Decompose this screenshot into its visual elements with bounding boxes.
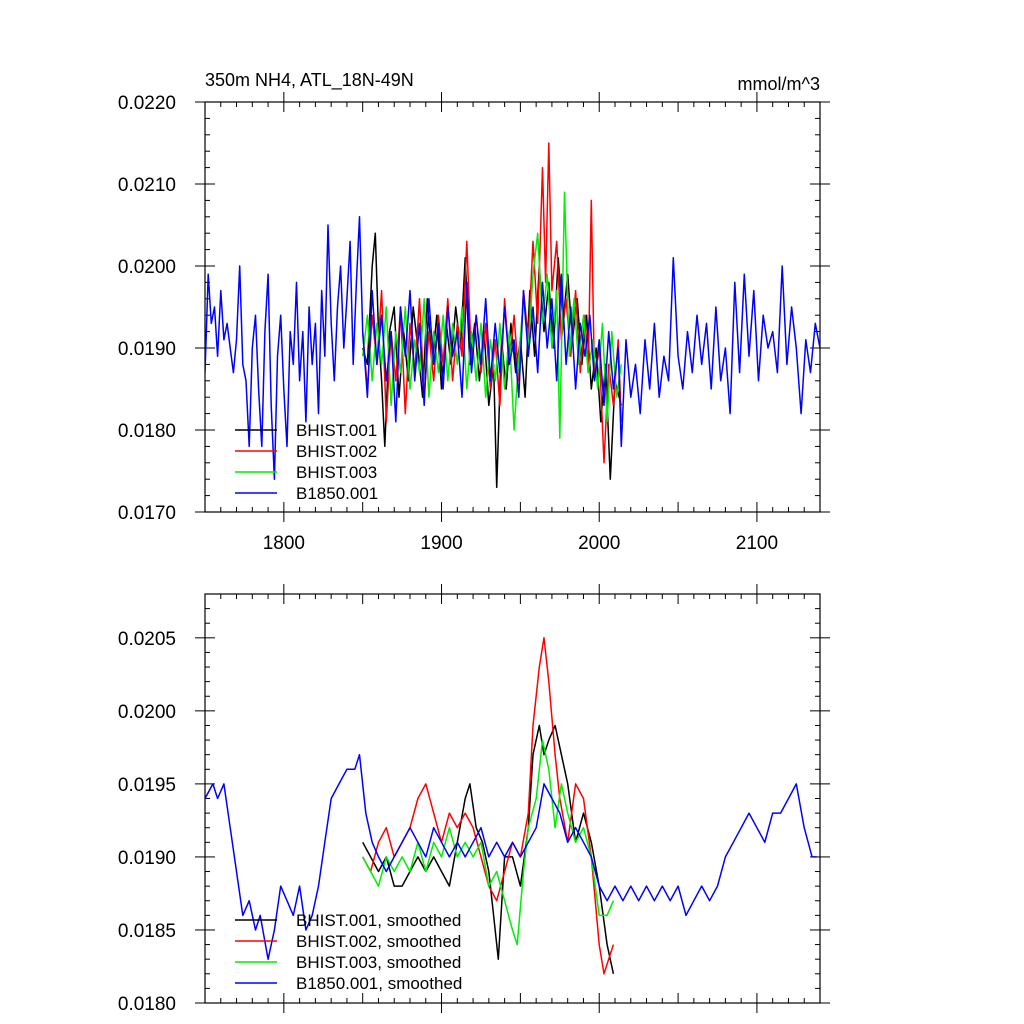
plot1-y-tick-label: 0.0170: [118, 503, 176, 524]
plot2-series-line: [362, 739, 615, 946]
plot1-title: 350m NH4, ATL_18N-49N: [205, 70, 414, 91]
plot1-y-tick-label: 0.0180: [118, 421, 176, 442]
plot2-legend-label: BHIST.002, smoothed: [296, 932, 461, 951]
plot1-legend-label: BHIST.002: [296, 442, 377, 461]
plot1-y-tick-label: 0.0190: [118, 339, 176, 360]
plot2-legend-label: BHIST.003, smoothed: [296, 953, 461, 972]
plot1-series-line: [361, 142, 623, 464]
plot2-y-tick-label: 0.0195: [118, 775, 176, 796]
plot1-legend-label: BHIST.003: [296, 463, 377, 482]
plot1-x-tick-label: 2000: [578, 533, 620, 554]
plot1-legend-label: B1850.001: [296, 484, 378, 503]
plot1-frame: [204, 101, 821, 513]
plot2-y-tick-label: 0.0205: [118, 629, 176, 650]
plot1-legend-label: BHIST.001: [296, 421, 377, 440]
plot1-y-tick-label: 0.0220: [118, 93, 176, 114]
plot1-x-tick-label: 2100: [736, 533, 778, 554]
plot2-y-tick-label: 0.0190: [118, 848, 176, 869]
plot1-y-tick-label: 0.0210: [118, 175, 176, 196]
plot1-units-label: mmol/m^3: [738, 74, 820, 94]
plot1-y-tick-label: 0.0200: [118, 257, 176, 278]
plot2-series-line: [205, 753, 817, 960]
plot1-x-tick-label: 1800: [263, 533, 305, 554]
plot1-series-line: [205, 216, 820, 480]
plot2-y-tick-label: 0.0180: [118, 994, 176, 1015]
plot2-y-tick-label: 0.0200: [118, 702, 176, 723]
plot1-x-tick-label: 1900: [420, 533, 462, 554]
plot2-y-tick-label: 0.0185: [118, 921, 176, 942]
plot2-legend-label: B1850.001, smoothed: [296, 974, 462, 993]
plot2-legend-label: BHIST.001, smoothed: [296, 911, 461, 930]
